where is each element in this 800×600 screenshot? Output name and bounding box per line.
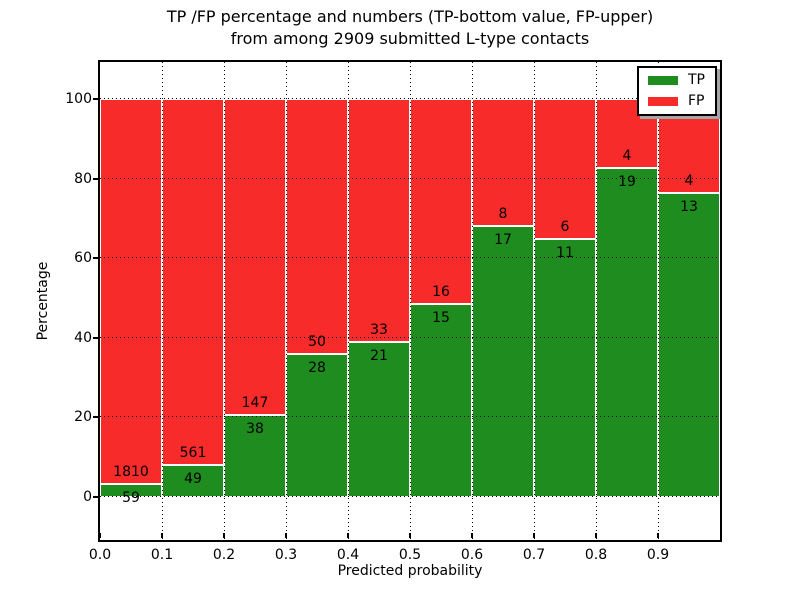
tp-count-label: 17 — [494, 232, 512, 249]
x-axis-title: Predicted probability — [337, 563, 483, 579]
x-tick-label: 0.6 — [460, 547, 484, 563]
gridline-vertical — [162, 62, 163, 540]
gridline-horizontal — [100, 416, 720, 418]
gridline-horizontal — [100, 98, 720, 99]
fp-count-label: 8 — [498, 206, 508, 223]
bar-segment-tp — [596, 168, 658, 497]
bar-segment-tp — [534, 239, 596, 497]
fp-count-label: 147 — [241, 395, 269, 412]
bar-segment-fp — [162, 99, 224, 466]
tp-count-label: 13 — [680, 198, 698, 215]
y-tick-label: 0 — [83, 489, 92, 505]
bar-segment-fp — [224, 99, 286, 416]
bar-group — [472, 99, 534, 497]
fp-count-label: 4 — [684, 172, 694, 189]
fp-count-label: 33 — [370, 322, 388, 339]
chart-title-line1: TP /FP percentage and numbers (TP-bottom… — [166, 7, 654, 26]
fp-count-label: 6 — [560, 219, 570, 236]
tp-count-label: 21 — [370, 348, 388, 365]
y-tick-mark — [93, 416, 98, 419]
x-tick-mark — [99, 533, 101, 538]
gridline-vertical — [596, 62, 597, 540]
bar-segment-fp — [286, 99, 348, 355]
tp-count-label: 15 — [432, 310, 450, 327]
bar-segment-fp — [534, 99, 596, 240]
gridline-vertical — [286, 62, 287, 540]
y-tick-label: 20 — [74, 409, 92, 426]
tp-count-label: 11 — [556, 245, 574, 262]
y-tick-label: 40 — [74, 329, 92, 346]
legend-label-tp: TP — [688, 72, 705, 88]
bar-group — [410, 99, 472, 497]
y-tick-label: 100 — [65, 91, 92, 107]
tp-count-label: 19 — [618, 174, 636, 191]
plot-area: 1810 59 561 49 147 38 50 28 33 21 16 15 8 17 6 11 4 19 4 13… — [98, 60, 722, 542]
bar-segment-tp — [410, 304, 472, 497]
tp-count-label: 28 — [308, 360, 326, 377]
gridline-horizontal — [100, 496, 720, 497]
gridline-horizontal — [100, 257, 720, 259]
chart-title-line2: from among 2909 submitted L-type contact… — [230, 29, 590, 48]
y-tick-mark — [93, 257, 98, 260]
gridline-vertical — [410, 62, 411, 540]
y-tick-mark — [93, 98, 98, 100]
gridline-vertical — [224, 62, 225, 540]
legend-swatch-fp — [648, 96, 678, 106]
x-tick-label: 0.4 — [336, 547, 360, 563]
bar-segment-tp — [224, 415, 286, 497]
bar-group — [348, 99, 410, 497]
tp-count-label: 49 — [184, 471, 202, 488]
legend-swatch-tp — [648, 75, 678, 85]
gridline-horizontal — [100, 177, 720, 179]
bar-segment-fp — [100, 99, 162, 485]
gridline-vertical — [534, 62, 535, 540]
gridline-vertical — [658, 62, 659, 540]
x-tick-label: 0.1 — [150, 547, 174, 563]
tp-count-label: 59 — [122, 490, 140, 507]
bar-segment-tp — [348, 342, 410, 497]
legend-entry: TP — [648, 73, 705, 87]
x-tick-label: 0.0 — [88, 547, 112, 563]
x-tick-label: 0.7 — [522, 547, 546, 563]
y-tick-mark — [93, 336, 98, 339]
fp-count-label: 4 — [622, 148, 632, 165]
fp-count-label: 561 — [179, 445, 207, 462]
gridline-vertical — [348, 62, 349, 540]
bar-segment-fp — [410, 99, 472, 305]
plot-inner: 1810 59 561 49 147 38 50 28 33 21 16 15 8 17 6 11 4 19 4 13… — [100, 62, 720, 540]
tp-count-label: 38 — [246, 421, 264, 438]
bar-segment-tp — [162, 465, 224, 497]
bar-segment-fp — [348, 99, 410, 343]
chart-title: TP /FP percentage and numbers (TP-bottom… — [100, 6, 720, 50]
fp-count-label: 16 — [432, 284, 450, 301]
bar-segment-tp — [472, 226, 534, 497]
legend-entry: FP — [648, 94, 705, 108]
legend: TP FP — [637, 66, 717, 116]
bar-group — [596, 99, 658, 497]
bar-group — [534, 99, 596, 497]
bar-group — [286, 99, 348, 497]
bar-group — [224, 99, 286, 497]
x-tick-label: 0.8 — [584, 547, 608, 563]
bars-layer: 1810 59 561 49 147 38 50 28 33 21 16 15 8 17 6 11 4 19 4 13 — [100, 99, 720, 506]
bar-group — [100, 99, 162, 497]
y-tick-mark — [93, 177, 98, 180]
y-tick-label: 80 — [74, 170, 92, 187]
y-tick-label: 60 — [74, 250, 92, 267]
bar-group — [162, 99, 224, 497]
y-axis-title: Percentage — [35, 261, 51, 341]
x-tick-label: 0.5 — [398, 547, 422, 563]
gridline-horizontal — [100, 336, 720, 338]
bar-group — [658, 99, 720, 497]
x-tick-label: 0.3 — [274, 547, 298, 563]
bar-segment-tp — [658, 192, 720, 497]
x-tick-label: 0.2 — [212, 547, 236, 563]
x-tick-label: 0.9 — [646, 547, 670, 563]
y-tick-mark — [93, 496, 98, 498]
legend-label-fp: FP — [688, 93, 705, 109]
fp-count-label: 50 — [308, 334, 326, 351]
gridline-vertical — [472, 62, 473, 540]
fp-count-label: 1810 — [113, 464, 149, 481]
